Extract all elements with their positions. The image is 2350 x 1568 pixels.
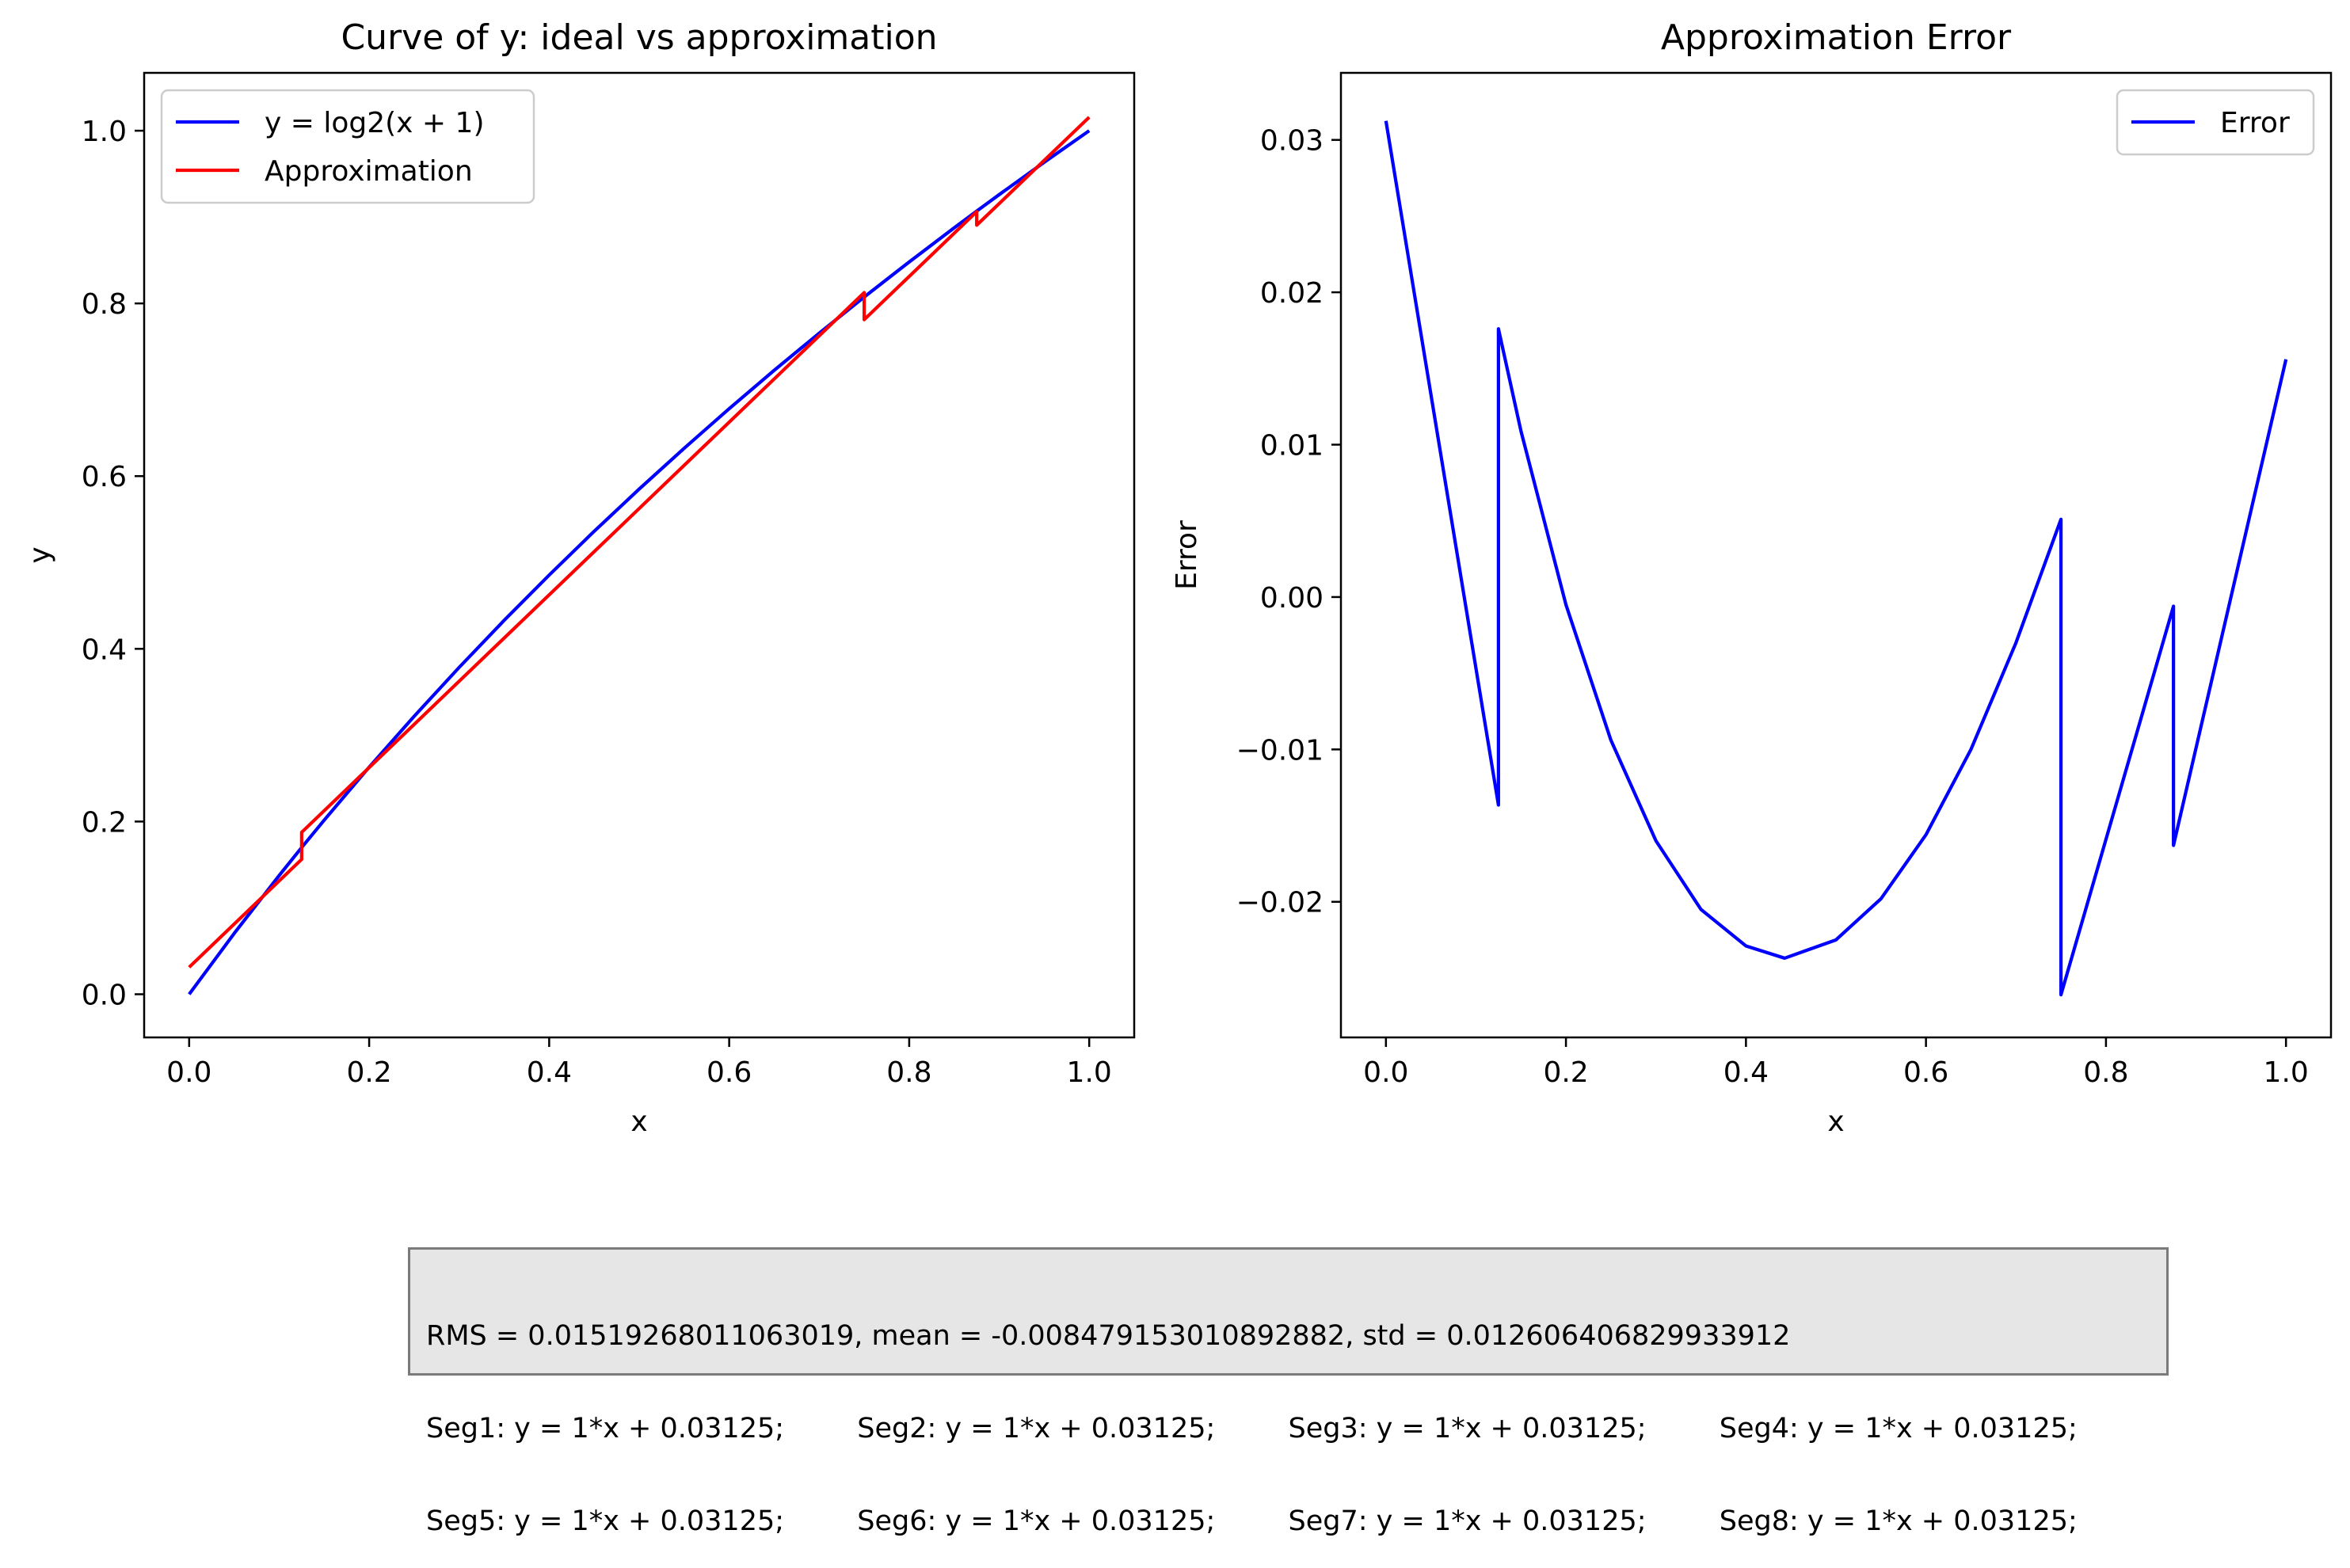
chart1-y-tick-label-3: 0.6 xyxy=(82,461,127,493)
chart2-y-tick-label-1: −0.01 xyxy=(1236,734,1324,767)
figure: 0.0 0.2 0.4 0.6 0.8 1.0 0.0 0.2 0.4 0.6 0.8 1.0 Curv… xyxy=(24,17,2333,1138)
segment-5: Seg5: y = 1*x + 0.03125; xyxy=(426,1505,785,1537)
chart1-x-tick-label-4: 0.8 xyxy=(886,1056,931,1089)
stats-summary-line: RMS = 0.01519268011063019, mean = -0.008… xyxy=(426,1320,1791,1352)
chart1-y-tick-label-5: 1.0 xyxy=(82,116,127,148)
chart2-x-tick-label-5: 1.0 xyxy=(2264,1056,2309,1089)
chart1-x-tick-label-0: 0.0 xyxy=(166,1056,211,1089)
chart2-y-tick-label-3: 0.01 xyxy=(1260,429,1324,462)
segments-row-2: Seg5: y = 1*x + 0.03125; Seg6: y = 1*x +… xyxy=(426,1506,2150,1537)
segments-row-1: Seg1: y = 1*x + 0.03125; Seg2: y = 1*x +… xyxy=(426,1414,2150,1444)
chart2-y-axis-label: Error xyxy=(1171,520,1203,590)
stats-box: RMS = 0.01519268011063019, mean = -0.008… xyxy=(408,1247,2169,1537)
chart1-x-axis-label: x xyxy=(630,1106,647,1138)
chart1-legend-box xyxy=(160,89,535,204)
chart1-y-tick-label-0: 0.0 xyxy=(82,979,127,1011)
chart1-y-tick-label-1: 0.2 xyxy=(82,806,127,839)
chart1-x-tick-label-1: 0.2 xyxy=(346,1056,391,1089)
chart2-y-tick-label-4: 0.02 xyxy=(1260,277,1324,310)
chart2-y-tick-label-0: −0.02 xyxy=(1236,887,1324,919)
chart2-legend-box xyxy=(2116,89,2315,156)
chart1-axes-frame xyxy=(143,71,1136,1039)
chart2-x-tick-label-3: 0.6 xyxy=(1903,1056,1948,1089)
chart1-title: Curve of y: ideal vs approximation xyxy=(341,17,937,58)
chart1-x-tick-label-5: 1.0 xyxy=(1067,1056,1112,1089)
chart1-y-tick-label-2: 0.4 xyxy=(82,634,127,666)
chart2-title: Approximation Error xyxy=(1661,17,2012,58)
chart2-axes-frame xyxy=(1339,71,2333,1039)
segment-3: Seg3: y = 1*x + 0.03125; xyxy=(1288,1413,1647,1444)
chart2-series-line-1 xyxy=(1384,120,2288,997)
chart1-legend-label-1: y = log2(x + 1) xyxy=(265,107,485,139)
chart2-x-axis-label: x xyxy=(1827,1106,1844,1138)
chart1-x-tick-label-3: 0.6 xyxy=(707,1056,752,1089)
chart1-x-tick-label-2: 0.4 xyxy=(527,1056,572,1089)
segment-4: Seg4: y = 1*x + 0.03125; xyxy=(1719,1413,2078,1444)
chart2-x-tick-label-0: 0.0 xyxy=(1363,1056,1408,1089)
segment-2: Seg2: y = 1*x + 0.03125; xyxy=(857,1413,1216,1444)
chart2-x-tick-label-2: 0.4 xyxy=(1723,1056,1769,1089)
segment-8: Seg8: y = 1*x + 0.03125; xyxy=(1719,1505,2078,1537)
chart2-y-tick-label-5: 0.03 xyxy=(1260,125,1324,158)
segment-7: Seg7: y = 1*x + 0.03125; xyxy=(1288,1505,1647,1537)
chart2-x-tick-label-4: 0.8 xyxy=(2083,1056,2128,1089)
chart1-y-tick-label-4: 0.8 xyxy=(82,288,127,321)
chart1-legend-label-2: Approximation xyxy=(265,155,473,188)
chart2-x-tick-label-1: 0.2 xyxy=(1543,1056,1588,1089)
segment-1: Seg1: y = 1*x + 0.03125; xyxy=(426,1413,785,1444)
chart1-series-line-2 xyxy=(188,116,1091,969)
chart2-y-tick-label-2: 0.00 xyxy=(1260,582,1324,615)
segment-6: Seg6: y = 1*x + 0.03125; xyxy=(857,1505,1216,1537)
chart2-legend-label-1: Error xyxy=(2220,107,2290,139)
chart1-series-line-1 xyxy=(188,129,1091,995)
chart1-y-axis-label: y xyxy=(24,546,56,563)
